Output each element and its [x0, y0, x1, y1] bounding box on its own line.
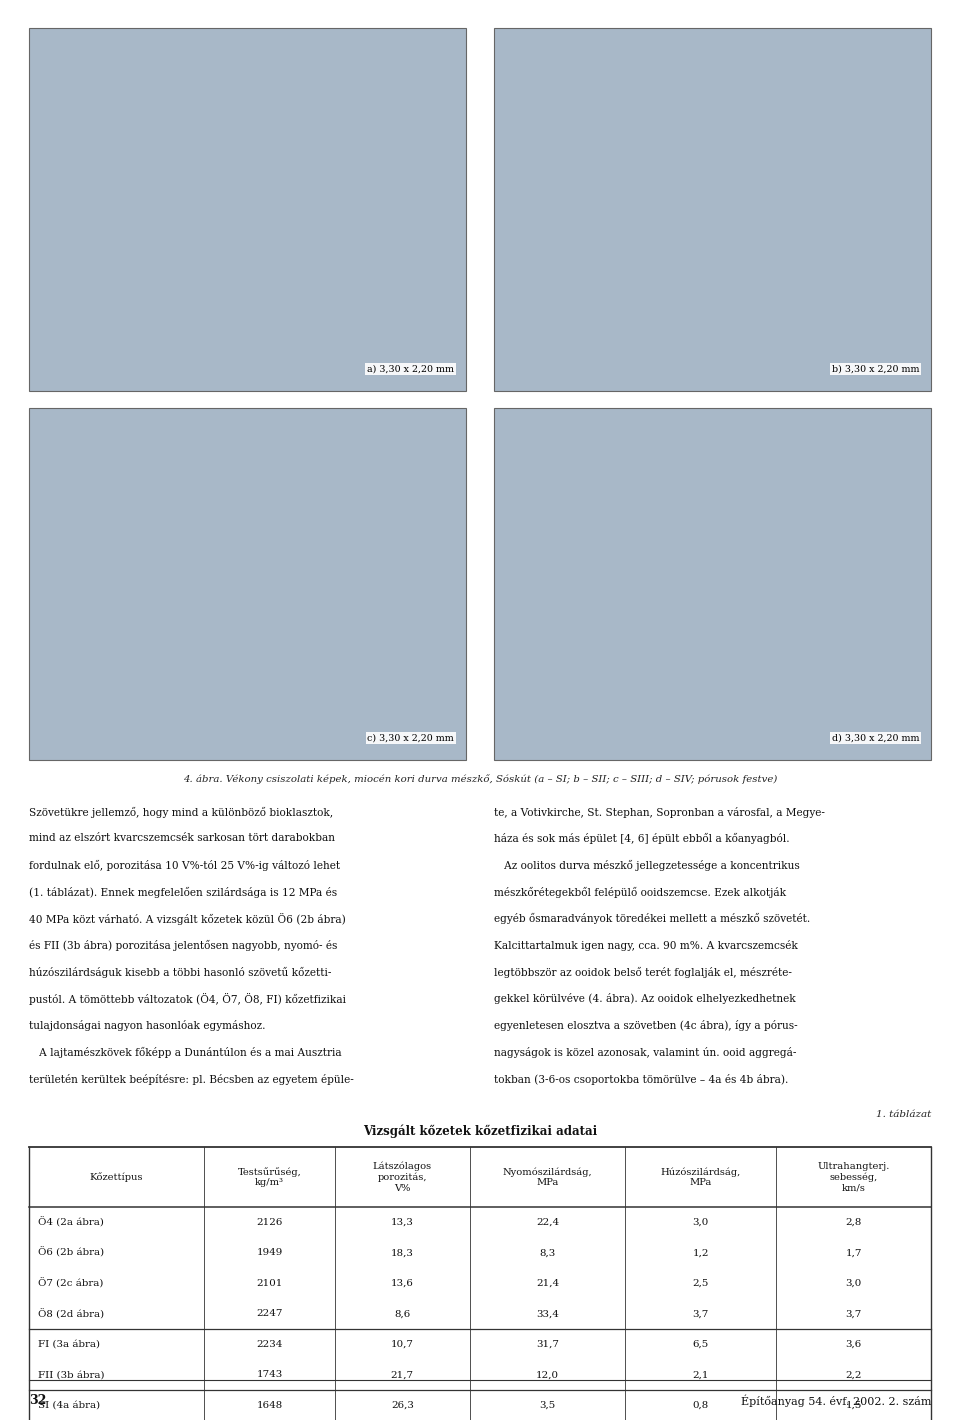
Text: 8,3: 8,3: [540, 1248, 556, 1257]
Text: Ö8 (2d ábra): Ö8 (2d ábra): [38, 1309, 105, 1319]
Text: SI (4a ábra): SI (4a ábra): [38, 1402, 101, 1410]
Text: Testsűrűség,
kg/m³: Testsűrűség, kg/m³: [237, 1167, 301, 1187]
Text: 4. ábra. Vékony csiszolati képek, miocén kori durva mészkő, Sóskút (a – SI; b – : 4. ábra. Vékony csiszolati képek, miocén…: [182, 774, 778, 784]
Text: 22,4: 22,4: [536, 1218, 560, 1227]
Text: 21,7: 21,7: [391, 1370, 414, 1379]
Text: 1743: 1743: [256, 1370, 282, 1379]
Text: Ultrahangterj.
sebesség,
km/s: Ultrahangterj. sebesség, km/s: [817, 1162, 890, 1193]
Bar: [29, 28, 466, 390]
Text: A lajtamészkövek főképp a Dunántúlon és a mai Ausztria: A lajtamészkövek főképp a Dunántúlon és …: [29, 1047, 342, 1058]
Text: 1. táblázat: 1. táblázat: [876, 1110, 931, 1119]
Text: Vizsgált kőzetek kőzetfizikai adatai: Vizsgált kőzetek kőzetfizikai adatai: [363, 1125, 597, 1139]
Text: tokban (3-6-os csoportokba tömörülve – 4a és 4b ábra).: tokban (3-6-os csoportokba tömörülve – 4…: [494, 1074, 789, 1085]
Text: Építőanyag 54. évf. 2002. 2. szám: Építőanyag 54. évf. 2002. 2. szám: [741, 1394, 931, 1407]
Text: 31,7: 31,7: [537, 1340, 559, 1349]
Text: 1,7: 1,7: [846, 1248, 862, 1257]
Text: nagyságok is közel azonosak, valamint ún. ooid aggregá-: nagyságok is közel azonosak, valamint ún…: [494, 1047, 797, 1058]
Bar: [29, 408, 466, 760]
Text: 0,8: 0,8: [692, 1402, 708, 1410]
Text: 1648: 1648: [256, 1402, 282, 1410]
Bar: [494, 408, 931, 760]
Text: területén kerültek beépítésre: pl. Bécsben az egyetem épüle-: területén kerültek beépítésre: pl. Bécsb…: [29, 1074, 353, 1085]
Text: 21,4: 21,4: [536, 1279, 560, 1288]
Text: 2,2: 2,2: [845, 1370, 862, 1379]
Text: 6,5: 6,5: [692, 1340, 708, 1349]
Text: 3,6: 3,6: [846, 1340, 862, 1349]
Text: Ö7 (2c ábra): Ö7 (2c ábra): [38, 1278, 104, 1288]
Text: Szövetükre jellemző, hogy mind a különböző bioklasztok,: Szövetükre jellemző, hogy mind a különbö…: [29, 807, 333, 818]
Text: 18,3: 18,3: [391, 1248, 414, 1257]
Text: 8,6: 8,6: [395, 1309, 411, 1318]
Text: 10,7: 10,7: [391, 1340, 414, 1349]
Text: 2126: 2126: [256, 1218, 282, 1227]
Text: tulajdonságai nagyon hasonlóak egymáshoz.: tulajdonságai nagyon hasonlóak egymáshoz…: [29, 1020, 265, 1031]
Text: b) 3,30 x 2,20 mm: b) 3,30 x 2,20 mm: [832, 365, 920, 373]
Text: FII (3b ábra): FII (3b ábra): [38, 1370, 105, 1379]
Text: Ö4 (2a ábra): Ö4 (2a ábra): [38, 1217, 105, 1227]
Text: Kőzettípus: Kőzettípus: [90, 1173, 143, 1181]
Text: mind az elszórt kvarcszemcsék sarkosan tört darabokban: mind az elszórt kvarcszemcsék sarkosan t…: [29, 834, 335, 843]
Text: és FII (3b ábra) porozitása jelentősen nagyobb, nyomó- és: és FII (3b ábra) porozitása jelentősen n…: [29, 940, 337, 951]
Text: 2247: 2247: [256, 1309, 282, 1318]
Text: 3,7: 3,7: [692, 1309, 708, 1318]
Text: 3,7: 3,7: [846, 1309, 862, 1318]
Text: gekkel körülvéve (4. ábra). Az ooidok elhelyezkedhetnek: gekkel körülvéve (4. ábra). Az ooidok el…: [494, 994, 796, 1004]
Text: egyéb ősmaradványok töredékei mellett a mészkő szövetét.: egyéb ősmaradványok töredékei mellett a …: [494, 913, 810, 924]
Text: 13,6: 13,6: [391, 1279, 414, 1288]
Text: Kalcittartalmuk igen nagy, cca. 90 m%. A kvarcszemcsék: Kalcittartalmuk igen nagy, cca. 90 m%. A…: [494, 940, 799, 951]
Text: Látszólagos
porozitás,
V%: Látszólagos porozitás, V%: [372, 1162, 432, 1193]
Text: (1. táblázat). Ennek megfelelően szilárdsága is 12 MPa és: (1. táblázat). Ennek megfelelően szilárd…: [29, 886, 337, 897]
Text: 13,3: 13,3: [391, 1218, 414, 1227]
Text: 1949: 1949: [256, 1248, 282, 1257]
Text: 1,5: 1,5: [846, 1402, 862, 1410]
Text: te, a Votivkirche, St. Stephan, Sopronban a városfal, a Megye-: te, a Votivkirche, St. Stephan, Sopronba…: [494, 807, 826, 818]
Text: 32: 32: [29, 1394, 46, 1407]
Text: 3,0: 3,0: [846, 1279, 862, 1288]
Text: 26,3: 26,3: [391, 1402, 414, 1410]
Bar: [494, 28, 931, 390]
Text: háza és sok más épület [4, 6] épült ebből a kőanyagból.: háza és sok más épület [4, 6] épült ebbő…: [494, 834, 790, 845]
Text: 2234: 2234: [256, 1340, 282, 1349]
Text: egyenletesen elosztva a szövetben (4c ábra), így a pórus-: egyenletesen elosztva a szövetben (4c áb…: [494, 1020, 798, 1031]
Text: 33,4: 33,4: [537, 1309, 559, 1318]
Text: fordulnak elő, porozitása 10 V%-tól 25 V%-ig változó lehet: fordulnak elő, porozitása 10 V%-tól 25 V…: [29, 861, 340, 870]
Text: 3,0: 3,0: [692, 1218, 708, 1227]
Text: húzószilárdságuk kisebb a többi hasonló szövetű kőzetti-: húzószilárdságuk kisebb a többi hasonló …: [29, 967, 331, 978]
Text: legtöbbször az ooidok belső terét foglalják el, mészréte-: legtöbbször az ooidok belső terét foglal…: [494, 967, 792, 978]
Text: 1,2: 1,2: [692, 1248, 708, 1257]
Text: Az oolitos durva mészkő jellegzetessége a koncentrikus: Az oolitos durva mészkő jellegzetessége …: [494, 861, 800, 870]
Text: d) 3,30 x 2,20 mm: d) 3,30 x 2,20 mm: [832, 734, 920, 743]
Text: Húzószilárdság,
MPa: Húzószilárdság, MPa: [660, 1167, 741, 1187]
Text: a) 3,30 x 2,20 mm: a) 3,30 x 2,20 mm: [367, 365, 454, 373]
Text: 2,5: 2,5: [692, 1279, 708, 1288]
Text: 40 MPa közt várható. A vizsgált kőzetek közül Ö6 (2b ábra): 40 MPa közt várható. A vizsgált kőzetek …: [29, 913, 346, 926]
Text: FI (3a ábra): FI (3a ábra): [38, 1340, 101, 1349]
Text: mészkőrétegekből felépülő ooidszemcse. Ezek alkotják: mészkőrétegekből felépülő ooidszemcse. E…: [494, 886, 786, 897]
Text: 3,5: 3,5: [540, 1402, 556, 1410]
Text: 2,8: 2,8: [846, 1218, 862, 1227]
Text: c) 3,30 x 2,20 mm: c) 3,30 x 2,20 mm: [368, 734, 454, 743]
Text: Ö6 (2b ábra): Ö6 (2b ábra): [38, 1248, 105, 1258]
Text: 2,1: 2,1: [692, 1370, 708, 1379]
Text: 2101: 2101: [256, 1279, 282, 1288]
Text: 12,0: 12,0: [537, 1370, 559, 1379]
Text: Nyomószilárdság,
MPa: Nyomószilárdság, MPa: [503, 1167, 592, 1187]
Text: pustól. A tömöttebb változatok (Ö4, Ö7, Ö8, FI) kőzetfizikai: pustól. A tömöttebb változatok (Ö4, Ö7, …: [29, 994, 346, 1005]
